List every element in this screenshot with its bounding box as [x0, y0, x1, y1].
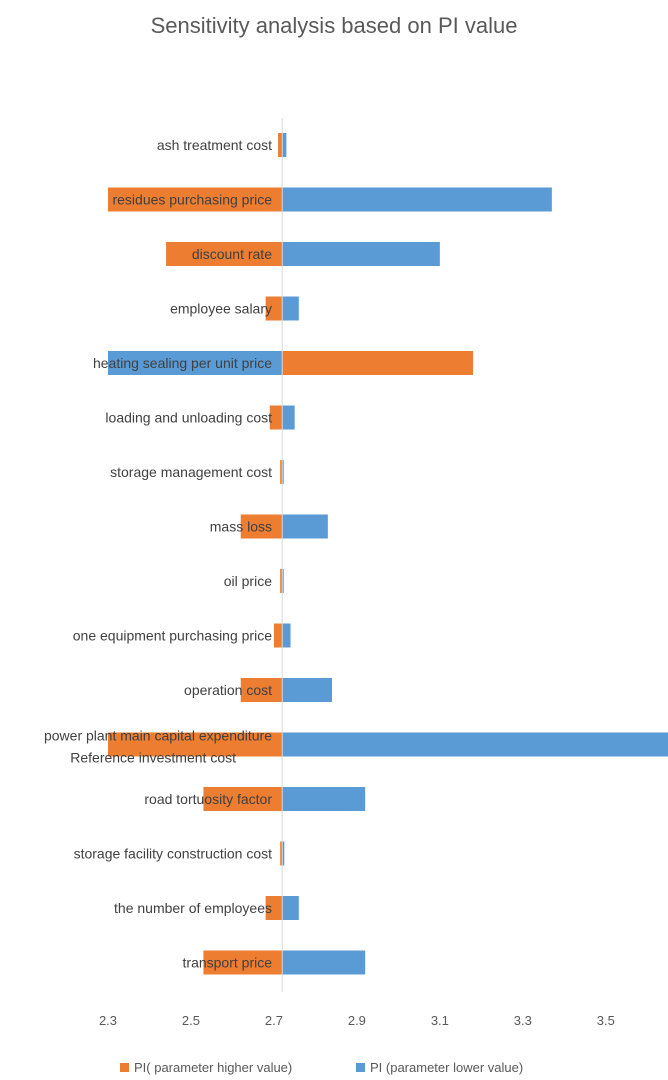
bar-higher-storage-facility-construction-cost	[280, 841, 283, 866]
bar-lower-transport-price	[282, 950, 366, 975]
bar-higher-residues-purchasing-price	[108, 187, 283, 212]
bar-lower-power-plant-main-capital-expenditure	[282, 732, 668, 757]
category-label-road-tortuosity-factor: road tortuosity factor	[144, 791, 272, 807]
category-label-loading-and-unloading-cost: loading and unloading cost	[105, 410, 272, 426]
bar-higher-mass-loss	[240, 514, 283, 539]
x-tick-label: 2.3	[99, 1013, 117, 1028]
bar-lower-operation-cost	[282, 678, 332, 702]
bar-higher-one-equipment-purchasing-price	[273, 623, 283, 648]
bar-lower-ash-treatment-cost	[282, 133, 287, 157]
bar-lower-one-equipment-purchasing-price	[282, 623, 291, 648]
category-labels: ash treatment cost residues purchasing pr…	[44, 137, 272, 971]
x-tick-label: 2.9	[348, 1013, 366, 1028]
category-label-oil-price: oil price	[224, 573, 272, 589]
bar-higher-oil-price	[280, 569, 283, 593]
category-label-transport-price: transport price	[183, 955, 273, 971]
category-label-mass-loss: mass loss	[210, 519, 272, 535]
category-label-residues-purchasing-price: residues purchasing price	[112, 192, 272, 208]
bar-higher-road-tortuosity-factor	[203, 787, 283, 811]
bar-lower-the-number-of-employees	[282, 896, 299, 920]
bar-higher-transport-price	[203, 950, 283, 975]
bar-higher-employee-salary	[265, 296, 283, 321]
x-tick-label: 2.7	[265, 1013, 283, 1028]
bar-higher-storage-management-cost	[280, 460, 283, 484]
bar-lower-oil-price	[282, 569, 284, 593]
legend-label-lower: PI (parameter lower value)	[370, 1060, 523, 1075]
bar-lower-heating-sealing-per-unit-price	[108, 351, 283, 375]
legend-label-higher: PI( parameter higher value)	[134, 1060, 292, 1075]
bar-lower-storage-management-cost	[282, 460, 284, 484]
bar-lower-loading-and-unloading-cost	[282, 405, 295, 430]
bar-lower-residues-purchasing-price	[282, 187, 552, 212]
category-label-heating-sealing-per-unit-price: heating sealing per unit price	[93, 355, 272, 371]
bar-higher-ash-treatment-cost	[278, 133, 283, 157]
category-label-the-number-of-employees: the number of employees	[114, 900, 272, 916]
bar-lower-discount-rate	[282, 242, 440, 266]
legend: PI( parameter higher value) PI (parameter…	[120, 1060, 523, 1075]
x-tick-label: 3.1	[431, 1013, 449, 1028]
bar-higher-heating-sealing-per-unit-price	[282, 351, 474, 375]
legend-swatch-lower	[356, 1063, 365, 1072]
category-label-operation-cost: operation cost	[184, 682, 272, 698]
x-tick-label: 3.3	[514, 1013, 532, 1028]
category-label-discount-rate: discount rate	[192, 246, 272, 262]
category-label-storage-facility-construction-cost: storage facility construction cost	[74, 846, 273, 862]
bars-layer	[108, 133, 668, 975]
bar-lower-employee-salary	[282, 296, 299, 321]
category-label-reference-investment-cost: Reference investment cost	[70, 750, 236, 766]
x-tick-label: 2.5	[182, 1013, 200, 1028]
category-label-employee-salary: employee salary	[170, 301, 272, 317]
category-label-ash-treatment-cost: ash treatment cost	[157, 137, 272, 153]
x-axis-ticks: 2.3 2.5 2.7 2.9 3.1 3.3 3.5	[99, 1013, 615, 1028]
bar-higher-loading-and-unloading-cost	[269, 405, 283, 430]
category-label-storage-management-cost: storage management cost	[110, 464, 272, 480]
category-label-power-plant-main-capital-expenditure: power plant main capital expenditure	[44, 728, 272, 744]
bar-lower-storage-facility-construction-cost	[282, 841, 285, 866]
legend-swatch-higher	[120, 1063, 129, 1072]
bar-higher-operation-cost	[240, 678, 283, 702]
category-label-one-equipment-purchasing-price: one equipment purchasing price	[73, 628, 272, 644]
bar-higher-discount-rate	[166, 242, 283, 266]
chart-title: Sensitivity analysis based on PI value	[151, 13, 518, 38]
bar-higher-the-number-of-employees	[265, 896, 283, 920]
bar-lower-road-tortuosity-factor	[282, 787, 366, 811]
bar-higher-power-plant-main-capital-expenditure	[108, 732, 283, 757]
x-tick-label: 3.5	[597, 1013, 615, 1028]
bar-lower-mass-loss	[282, 514, 328, 539]
